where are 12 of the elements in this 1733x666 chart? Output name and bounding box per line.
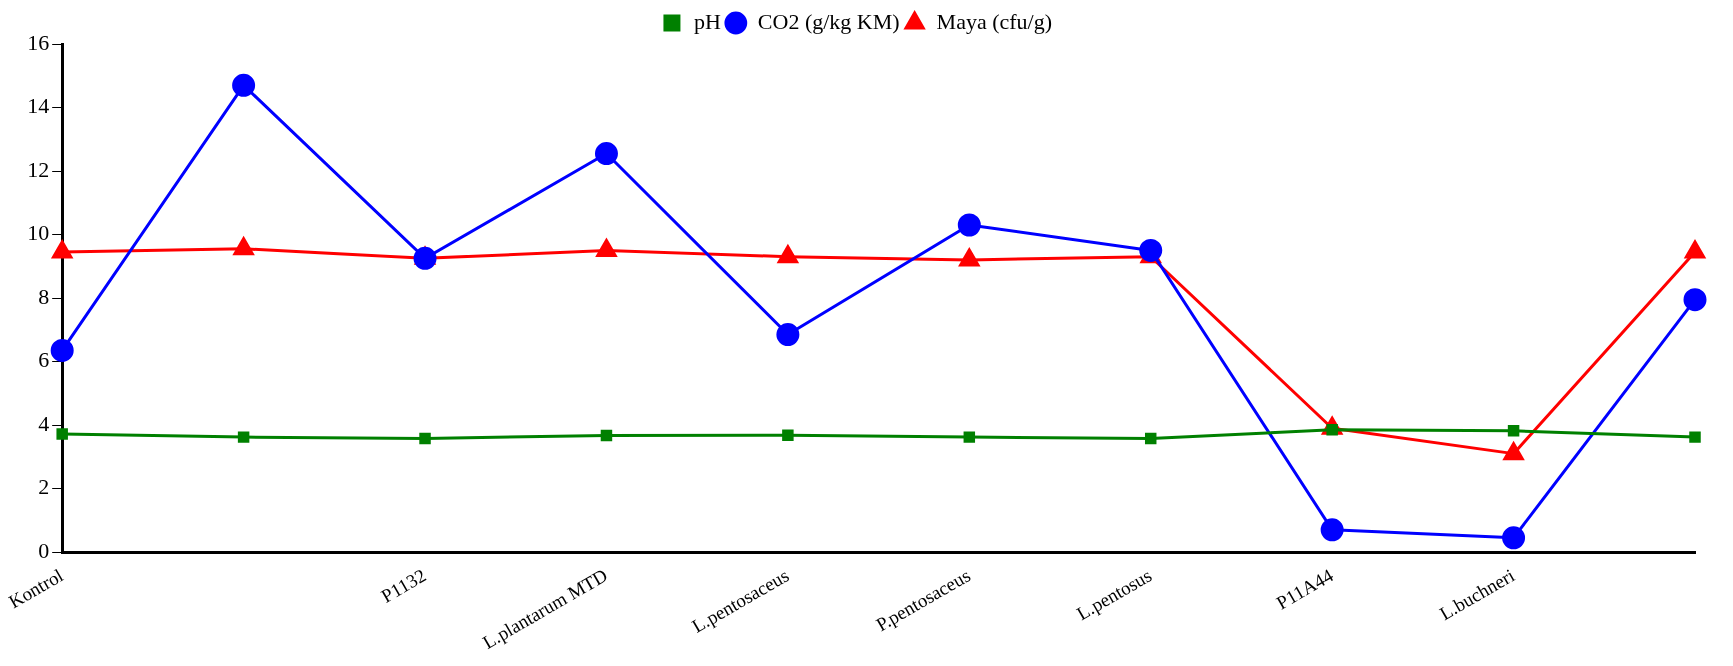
legend-label: pH xyxy=(693,8,721,34)
y-tick-label: 14 xyxy=(27,93,50,119)
y-tick-label: 12 xyxy=(27,156,50,182)
legend-label: Maya (cfu/g) xyxy=(936,8,1053,34)
y-tick-label: 8 xyxy=(38,283,50,309)
y-tick-label: 4 xyxy=(38,410,50,436)
y-tick-label: 16 xyxy=(27,29,50,55)
legend-label: CO2 (g/kg KM) xyxy=(757,8,900,34)
y-tick-label: 0 xyxy=(38,537,50,563)
y-tick-label: 6 xyxy=(38,347,50,373)
y-tick-label: 2 xyxy=(38,474,50,500)
y-tick-label: 10 xyxy=(27,220,50,246)
